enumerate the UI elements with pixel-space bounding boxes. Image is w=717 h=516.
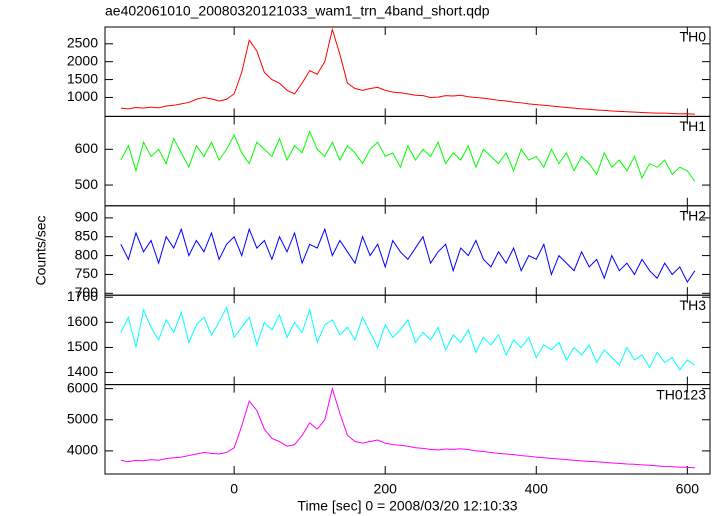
series-label: TH3 [680,297,707,313]
x-tick-label: 0 [230,481,238,497]
y-tick-label: 1700 [67,288,98,304]
panel-frame [104,294,711,386]
x-tick-label: 200 [374,481,398,497]
y-tick-label: 1400 [67,363,98,379]
x-tick-label: 600 [676,481,700,497]
series-label: TH0 [680,29,707,45]
y-tick-label: 900 [75,209,99,225]
y-tick-label: 1000 [67,88,98,104]
panel-frame [104,384,711,475]
y-tick-label: 500 [75,176,99,192]
panel-frame [104,26,711,117]
y-tick-label: 600 [75,140,99,156]
data-line [120,305,696,371]
y-tick-label: 6000 [67,379,98,395]
chart-title: ae402061010_20080320121033_wam1_trn_4ban… [105,3,490,19]
y-tick-label: 800 [75,246,99,262]
x-axis-label: Time [sec] 0 = 2008/03/20 12:10:33 [297,498,517,514]
y-tick-label: 700 [75,284,99,300]
y-tick-label: 1500 [67,70,98,86]
series-label: TH2 [680,208,707,224]
x-tick-label: 400 [525,481,549,497]
data-line [120,386,695,469]
panel-frame [104,205,711,296]
y-tick-label: 850 [75,227,99,243]
y-tick-label: 1500 [67,338,98,354]
y-axis-label: Counts/sec [33,215,49,285]
y-tick-label: 750 [75,265,99,281]
y-tick-label: 5000 [67,410,98,426]
data-line [120,130,696,182]
y-tick-label: 2000 [67,52,98,68]
y-tick-label: 2500 [67,35,98,51]
series-label: TH1 [680,118,707,134]
y-tick-label: 1600 [67,313,98,329]
data-line [120,227,696,283]
data-line [120,27,695,115]
y-tick-label: 4000 [67,442,98,458]
series-label: TH0123 [656,386,706,402]
panel-frame [104,115,711,207]
